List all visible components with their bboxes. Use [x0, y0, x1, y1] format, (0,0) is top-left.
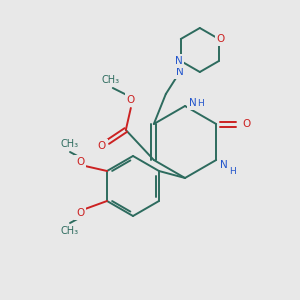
- Text: N: N: [175, 56, 183, 66]
- Text: N: N: [176, 67, 184, 77]
- Text: H: H: [198, 98, 204, 107]
- Text: O: O: [98, 141, 106, 151]
- Text: CH₃: CH₃: [61, 226, 79, 236]
- Text: O: O: [76, 208, 84, 218]
- Text: N: N: [189, 98, 197, 108]
- Text: O: O: [76, 157, 84, 167]
- Text: H: H: [229, 167, 236, 176]
- Text: O: O: [217, 34, 225, 44]
- Text: CH₃: CH₃: [102, 75, 120, 85]
- Text: N: N: [220, 160, 228, 170]
- Text: O: O: [127, 95, 135, 105]
- Text: O: O: [242, 119, 250, 129]
- Text: CH₃: CH₃: [61, 139, 79, 149]
